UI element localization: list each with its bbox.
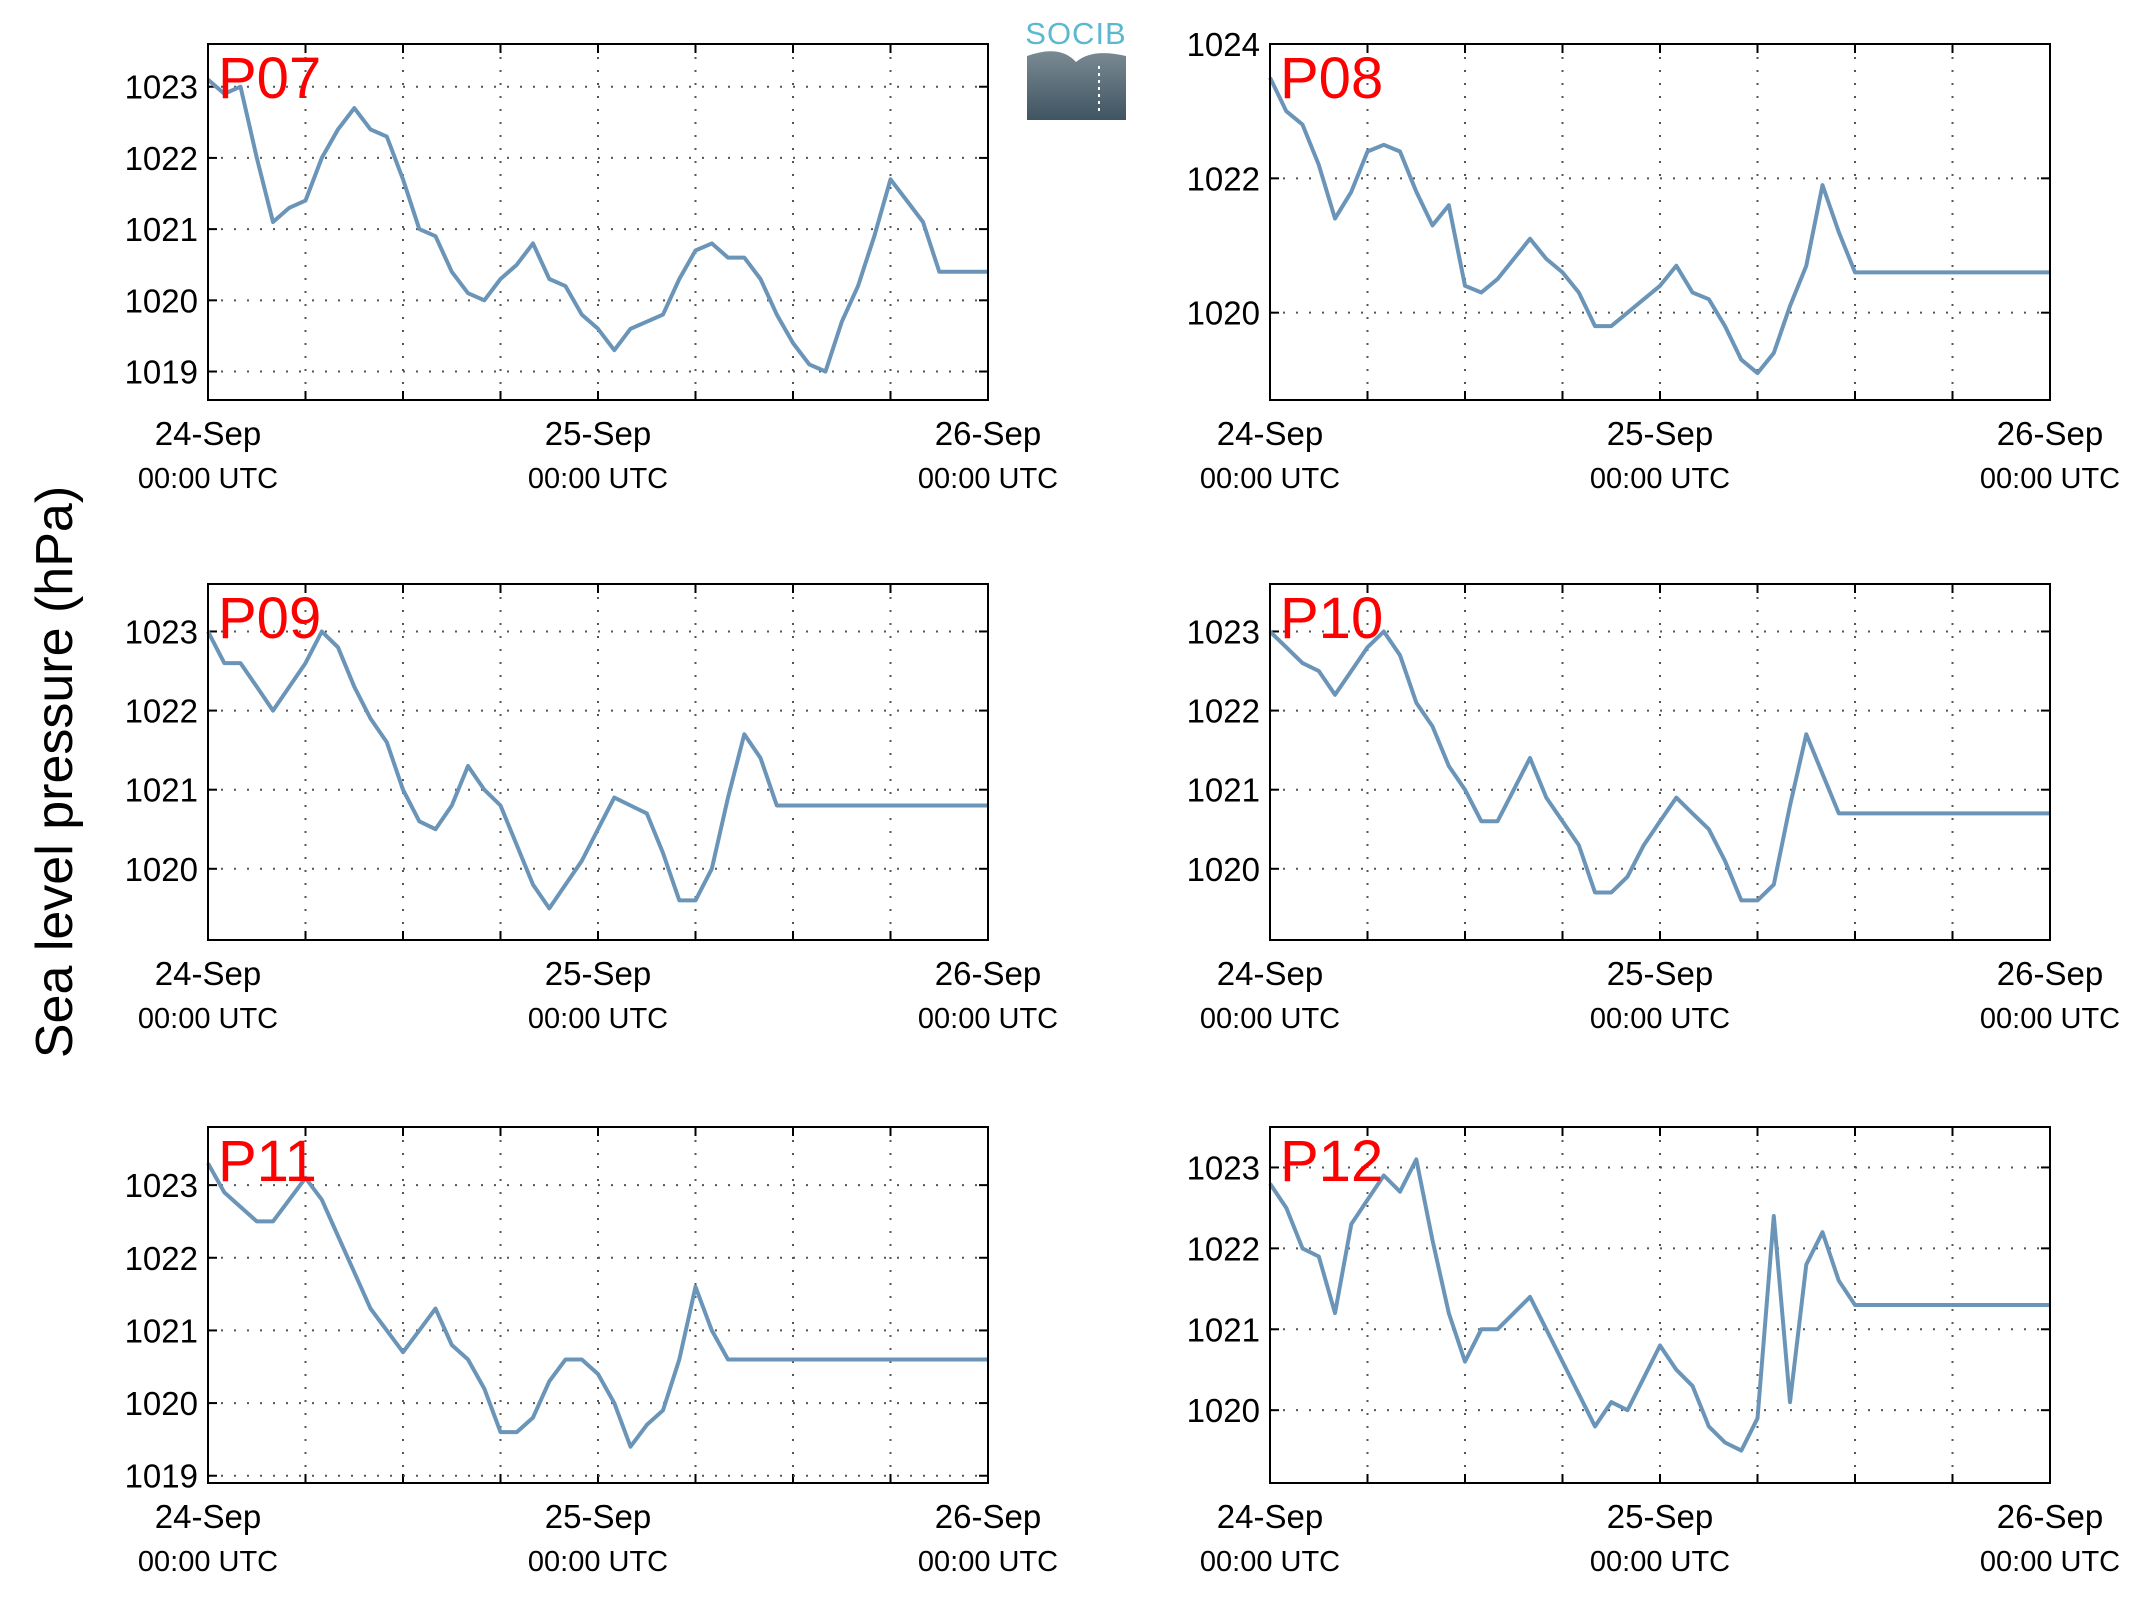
x-tick-date-label: 24-Sep — [155, 415, 261, 452]
x-tick-date-label: 26-Sep — [1997, 955, 2103, 992]
x-tick-time-label: 00:00 UTC — [1980, 463, 2120, 495]
axes-frame — [1269, 1126, 2051, 1484]
series-line-p09 — [206, 629, 988, 911]
series-line-p07 — [206, 78, 988, 374]
chart-panel-p12: 1020 1021 1022 1023 24-Sep 00:00 UTC 25-Sep 00:… — [1187, 1126, 2120, 1578]
y-tick-label: 1020 — [1187, 1392, 1260, 1429]
x-tick-date-label: 26-Sep — [935, 1498, 1041, 1535]
y-tick-label: 1023 — [125, 69, 198, 106]
x-tick-date-label: 24-Sep — [155, 955, 261, 992]
x-tick-date-label: 25-Sep — [1607, 1498, 1713, 1535]
chart-panel-p07: 1019 1020 1021 1022 1023 24-Sep 00:00 UTC 25-Se… — [125, 43, 1058, 495]
axes-frame — [207, 43, 989, 401]
y-tick-label: 1021 — [125, 211, 198, 248]
y-axis-label: Sea level pressure (hPa) — [26, 486, 84, 1058]
y-tick-label: 1021 — [125, 772, 198, 809]
x-tick-date-label: 24-Sep — [1217, 955, 1323, 992]
y-tick-label: 1022 — [1187, 160, 1260, 197]
x-tick-date-label: 25-Sep — [545, 955, 651, 992]
x-tick-time-label: 00:00 UTC — [138, 463, 278, 495]
y-tick-label: 1023 — [125, 1167, 198, 1204]
x-tick-date-label: 26-Sep — [935, 415, 1041, 452]
socib-logo: SOCIB — [1025, 16, 1126, 121]
x-tick-date-label: 25-Sep — [545, 1498, 651, 1535]
y-tick-label: 1023 — [125, 613, 198, 650]
logo-wave-shape — [1027, 51, 1126, 121]
axes-frame — [207, 583, 989, 941]
chart-panel-p11: 1019 1020 1021 1022 1023 24-Sep 00:00 UTC 25-Se… — [125, 1126, 1058, 1578]
y-tick-label: 1021 — [1187, 772, 1260, 809]
x-tick-time-label: 00:00 UTC — [1590, 463, 1730, 495]
x-tick-time-label: 00:00 UTC — [918, 1003, 1058, 1035]
station-label: P09 — [218, 586, 321, 651]
x-tick-time-label: 00:00 UTC — [1590, 1546, 1730, 1578]
y-tick-label: 1020 — [1187, 851, 1260, 888]
y-tick-label: 1022 — [125, 140, 198, 177]
x-tick-time-label: 00:00 UTC — [1590, 1003, 1730, 1035]
x-tick-date-label: 24-Sep — [1217, 415, 1323, 452]
y-tick-label: 1024 — [1187, 26, 1260, 63]
y-tick-label: 1020 — [125, 851, 198, 888]
y-tick-label: 1020 — [125, 282, 198, 319]
y-tick-label: 1019 — [125, 354, 198, 391]
x-tick-date-label: 25-Sep — [1607, 955, 1713, 992]
x-tick-date-label: 26-Sep — [935, 955, 1041, 992]
x-tick-date-label: 26-Sep — [1997, 1498, 2103, 1535]
y-tick-label: 1022 — [125, 1240, 198, 1277]
x-tick-time-label: 00:00 UTC — [918, 463, 1058, 495]
series-line-p12 — [1268, 1157, 2050, 1453]
x-tick-time-label: 00:00 UTC — [918, 1546, 1058, 1578]
station-label: P12 — [1280, 1129, 1383, 1194]
series-line-p10 — [1268, 629, 2050, 903]
axes-frame — [1269, 583, 2051, 941]
x-tick-time-label: 00:00 UTC — [138, 1546, 278, 1578]
chart-panel-p09: 1020 1021 1022 1023 24-Sep 00:00 UTC 25-Sep 00:… — [125, 583, 1058, 1035]
series-line-p11 — [206, 1162, 988, 1449]
y-tick-label: 1020 — [125, 1385, 198, 1422]
y-tick-label: 1023 — [1187, 613, 1260, 650]
y-tick-label: 1022 — [1187, 693, 1260, 730]
x-tick-date-label: 26-Sep — [1997, 415, 2103, 452]
y-tick-label: 1023 — [1187, 1149, 1260, 1186]
axes-frame — [207, 1126, 989, 1484]
x-tick-time-label: 00:00 UTC — [528, 1546, 668, 1578]
station-label: P11 — [218, 1129, 317, 1194]
chart-panel-p10: 1020 1021 1022 1023 24-Sep 00:00 UTC 25-Sep 00:… — [1187, 583, 2120, 1035]
x-tick-time-label: 00:00 UTC — [528, 463, 668, 495]
x-tick-time-label: 00:00 UTC — [1980, 1546, 2120, 1578]
y-tick-label: 1019 — [125, 1458, 198, 1495]
y-tick-label: 1022 — [1187, 1230, 1260, 1267]
y-tick-label: 1021 — [1187, 1311, 1260, 1348]
x-tick-time-label: 00:00 UTC — [1980, 1003, 2120, 1035]
axes-frame — [1269, 43, 2051, 401]
logo-text: SOCIB — [1025, 16, 1126, 51]
x-tick-date-label: 24-Sep — [1217, 1498, 1323, 1535]
station-label: P08 — [1280, 46, 1383, 111]
x-tick-time-label: 00:00 UTC — [138, 1003, 278, 1035]
y-tick-label: 1020 — [1187, 295, 1260, 332]
y-tick-label: 1022 — [125, 693, 198, 730]
chart-panel-p08: 1020 1022 1024 24-Sep 00:00 UTC 25-Sep 00:00 U… — [1187, 26, 2121, 495]
x-tick-date-label: 25-Sep — [545, 415, 651, 452]
x-tick-time-label: 00:00 UTC — [1200, 463, 1340, 495]
y-tick-label: 1021 — [125, 1312, 198, 1349]
station-label: P10 — [1280, 586, 1383, 651]
station-label: P07 — [218, 46, 321, 111]
series-line-p08 — [1268, 76, 2050, 376]
x-tick-time-label: 00:00 UTC — [528, 1003, 668, 1035]
x-tick-date-label: 25-Sep — [1607, 415, 1713, 452]
x-tick-time-label: 00:00 UTC — [1200, 1003, 1340, 1035]
x-tick-date-label: 24-Sep — [155, 1498, 261, 1535]
x-tick-time-label: 00:00 UTC — [1200, 1546, 1340, 1578]
